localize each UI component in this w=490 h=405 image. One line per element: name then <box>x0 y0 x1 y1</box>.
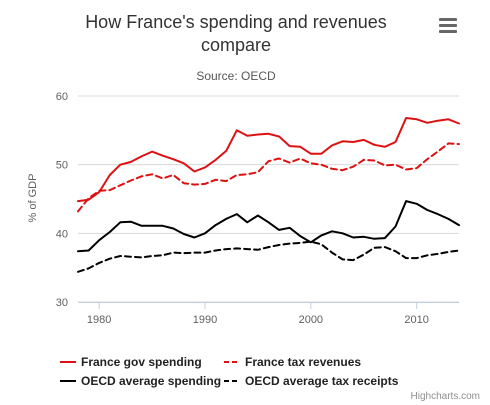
x-tick-label: 2000 <box>299 314 323 326</box>
legend[interactable]: France gov spending France tax revenues OE… <box>60 355 399 388</box>
legend-item[interactable]: OECD average tax receipts <box>224 374 399 388</box>
legend-item[interactable]: OECD average spending <box>60 374 221 388</box>
x-tick-label: 1990 <box>193 314 217 326</box>
x-tick-label: 2010 <box>404 314 428 326</box>
chart-subtitle: Source: OECD <box>196 69 276 83</box>
x-axis: 1980 1990 2000 2010 <box>78 302 459 326</box>
legend-item[interactable]: France gov spending <box>60 355 202 369</box>
y-tick-label: 50 <box>56 160 68 172</box>
chart-title-line-2: compare <box>201 35 271 55</box>
y-tick-label: 30 <box>56 297 68 309</box>
x-tick-label: 1980 <box>87 314 111 326</box>
legend-label: France tax revenues <box>245 355 361 369</box>
legend-label: France gov spending <box>81 355 202 369</box>
hamburger-menu-icon[interactable] <box>436 14 462 36</box>
legend-label: OECD average tax receipts <box>245 374 399 388</box>
series-line-france-tax-revenues[interactable] <box>77 142 460 213</box>
y-axis-label: % of GDP <box>27 174 39 223</box>
legend-item[interactable]: France tax revenues <box>224 355 361 369</box>
credits-link[interactable]: Highcharts.com <box>411 391 480 402</box>
y-tick-label: 40 <box>56 228 68 240</box>
series-line-oecd-average-spending[interactable] <box>77 200 460 253</box>
series-lines <box>77 117 460 273</box>
y-tick-labels: 30 40 50 60 <box>56 91 68 309</box>
series-line-france-gov-spending[interactable] <box>77 117 460 203</box>
legend-label: OECD average spending <box>81 374 221 388</box>
chart-title-line-1: How France's spending and revenues <box>85 12 387 32</box>
series-line-oecd-average-tax-receipts[interactable] <box>77 240 460 273</box>
y-tick-label: 60 <box>56 91 68 103</box>
